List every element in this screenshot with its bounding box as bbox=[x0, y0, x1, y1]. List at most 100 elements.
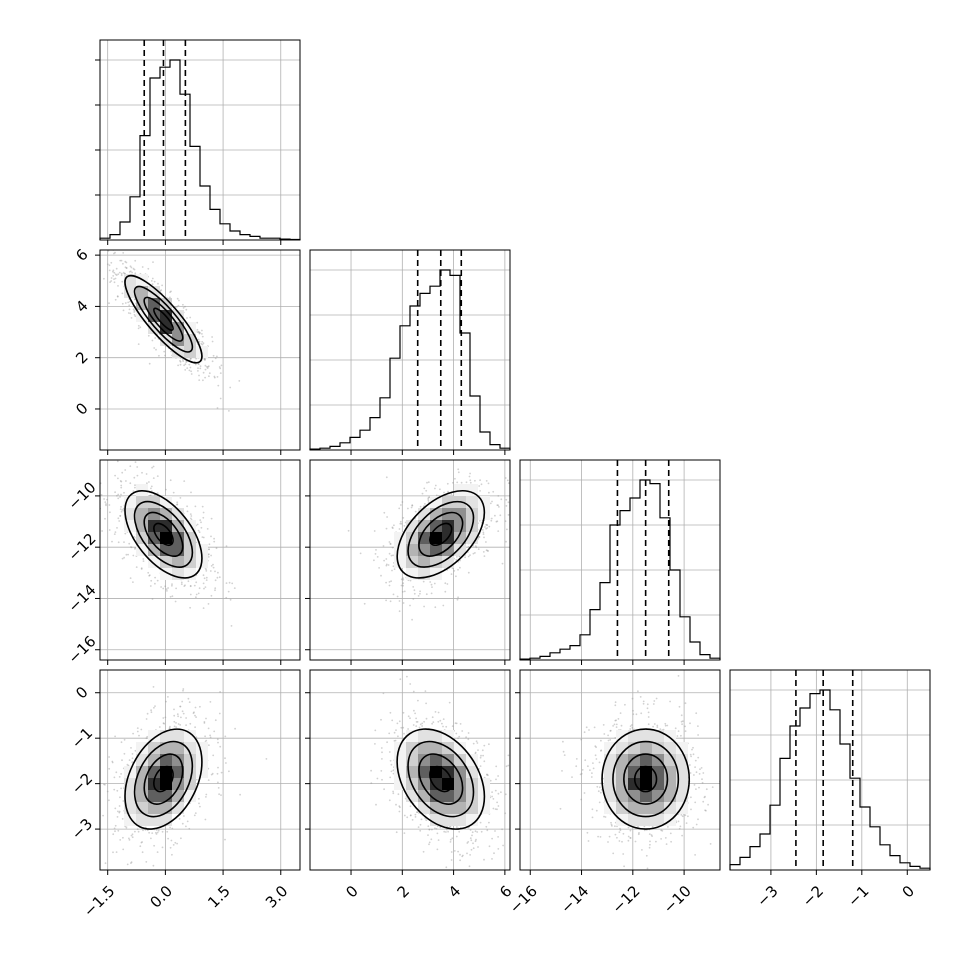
scatter-point bbox=[205, 570, 208, 572]
scatter-point bbox=[141, 471, 143, 474]
scatter-point bbox=[147, 334, 150, 337]
scatter-point bbox=[125, 480, 127, 482]
scatter-point bbox=[177, 723, 180, 725]
scatter-point bbox=[497, 504, 499, 507]
scatter-point bbox=[181, 358, 184, 361]
scatter-point bbox=[385, 558, 388, 560]
scatter-point bbox=[209, 701, 212, 703]
scatter-point bbox=[399, 522, 402, 525]
scatter-point bbox=[571, 776, 573, 778]
scatter-point bbox=[101, 530, 103, 532]
scatter-point bbox=[172, 844, 175, 846]
scatter-point bbox=[130, 546, 133, 549]
scatter-point bbox=[203, 358, 206, 361]
scatter-point bbox=[140, 841, 143, 844]
scatter-point bbox=[217, 741, 219, 744]
scatter-point bbox=[217, 781, 219, 784]
scatter-point bbox=[72, 474, 74, 476]
density-cell bbox=[136, 508, 148, 520]
density-cell bbox=[430, 778, 442, 790]
scatter-point bbox=[205, 796, 207, 798]
scatter-point bbox=[472, 847, 475, 850]
scatter-point bbox=[209, 736, 212, 739]
scatter-point bbox=[167, 837, 170, 840]
scatter-point bbox=[95, 814, 97, 816]
scatter-point bbox=[114, 277, 117, 280]
scatter-point bbox=[233, 587, 236, 589]
scatter-point bbox=[505, 498, 508, 501]
density-cell bbox=[454, 532, 466, 544]
scatter-point bbox=[147, 571, 150, 574]
scatter-point bbox=[448, 701, 451, 704]
scatter-point bbox=[190, 515, 193, 517]
scatter-point bbox=[496, 504, 499, 506]
density-panel-3-0 bbox=[95, 669, 301, 883]
scatter-point bbox=[124, 302, 127, 304]
scatter-point bbox=[400, 578, 403, 581]
scatter-point bbox=[154, 582, 156, 585]
scatter-point bbox=[208, 372, 211, 375]
scatter-point bbox=[402, 582, 405, 585]
density-cell bbox=[148, 310, 160, 322]
density-cell bbox=[466, 766, 478, 778]
scatter-point bbox=[110, 277, 113, 279]
scatter-point bbox=[210, 565, 213, 567]
scatter-point bbox=[496, 520, 499, 523]
contour-line bbox=[407, 500, 475, 568]
density-cell bbox=[442, 556, 454, 568]
scatter-point bbox=[380, 574, 382, 577]
panel-frame bbox=[309, 459, 511, 661]
scatter-point bbox=[197, 363, 200, 365]
scatter-point bbox=[507, 754, 510, 757]
density-cell bbox=[148, 508, 160, 520]
scatter-point bbox=[194, 726, 197, 729]
scatter-point bbox=[431, 828, 433, 831]
density-cell bbox=[184, 742, 196, 754]
scatter-point bbox=[140, 568, 143, 570]
scatter-point bbox=[185, 361, 188, 363]
contour-line bbox=[143, 296, 184, 342]
density-cell bbox=[148, 556, 160, 568]
scatter-point bbox=[116, 789, 119, 792]
scatter-point bbox=[391, 719, 394, 722]
scatter-point bbox=[130, 862, 132, 864]
scatter-point bbox=[127, 455, 129, 457]
scatter-point bbox=[199, 367, 202, 370]
scatter-point bbox=[180, 583, 183, 586]
scatter-point bbox=[402, 602, 405, 604]
scatter-point bbox=[197, 592, 200, 595]
scatter-point bbox=[393, 740, 396, 742]
scatter-point bbox=[134, 486, 136, 489]
scatter-point bbox=[347, 529, 350, 532]
scatter-point bbox=[373, 559, 375, 562]
scatter-point bbox=[195, 357, 198, 360]
scatter-point bbox=[466, 852, 468, 855]
scatter-point bbox=[115, 851, 118, 853]
scatter-point bbox=[178, 818, 181, 820]
scatter-point bbox=[180, 581, 183, 584]
scatter-point bbox=[421, 725, 423, 727]
scatter-point bbox=[481, 749, 484, 752]
scatter-point bbox=[131, 761, 134, 764]
scatter-point bbox=[160, 289, 163, 292]
density-cell bbox=[148, 742, 160, 754]
scatter-point bbox=[414, 816, 417, 818]
scatter-point bbox=[179, 705, 182, 708]
scatter-point bbox=[194, 505, 197, 508]
scatter-point bbox=[383, 788, 385, 791]
panel-background bbox=[310, 250, 510, 450]
scatter-point bbox=[218, 366, 221, 368]
scatter-point bbox=[198, 531, 201, 534]
scatter-point bbox=[505, 540, 507, 543]
scatter-point bbox=[419, 723, 422, 726]
scatter-point bbox=[507, 482, 510, 484]
scatter-point bbox=[397, 793, 400, 796]
scatter-point bbox=[198, 331, 201, 334]
scatter-point bbox=[115, 274, 118, 276]
scatter-point bbox=[431, 586, 433, 588]
scatter-point bbox=[153, 280, 156, 283]
scatter-point bbox=[218, 712, 221, 715]
scatter-point bbox=[422, 850, 425, 853]
scatter-point bbox=[109, 881, 111, 883]
scatter-point bbox=[148, 481, 150, 483]
